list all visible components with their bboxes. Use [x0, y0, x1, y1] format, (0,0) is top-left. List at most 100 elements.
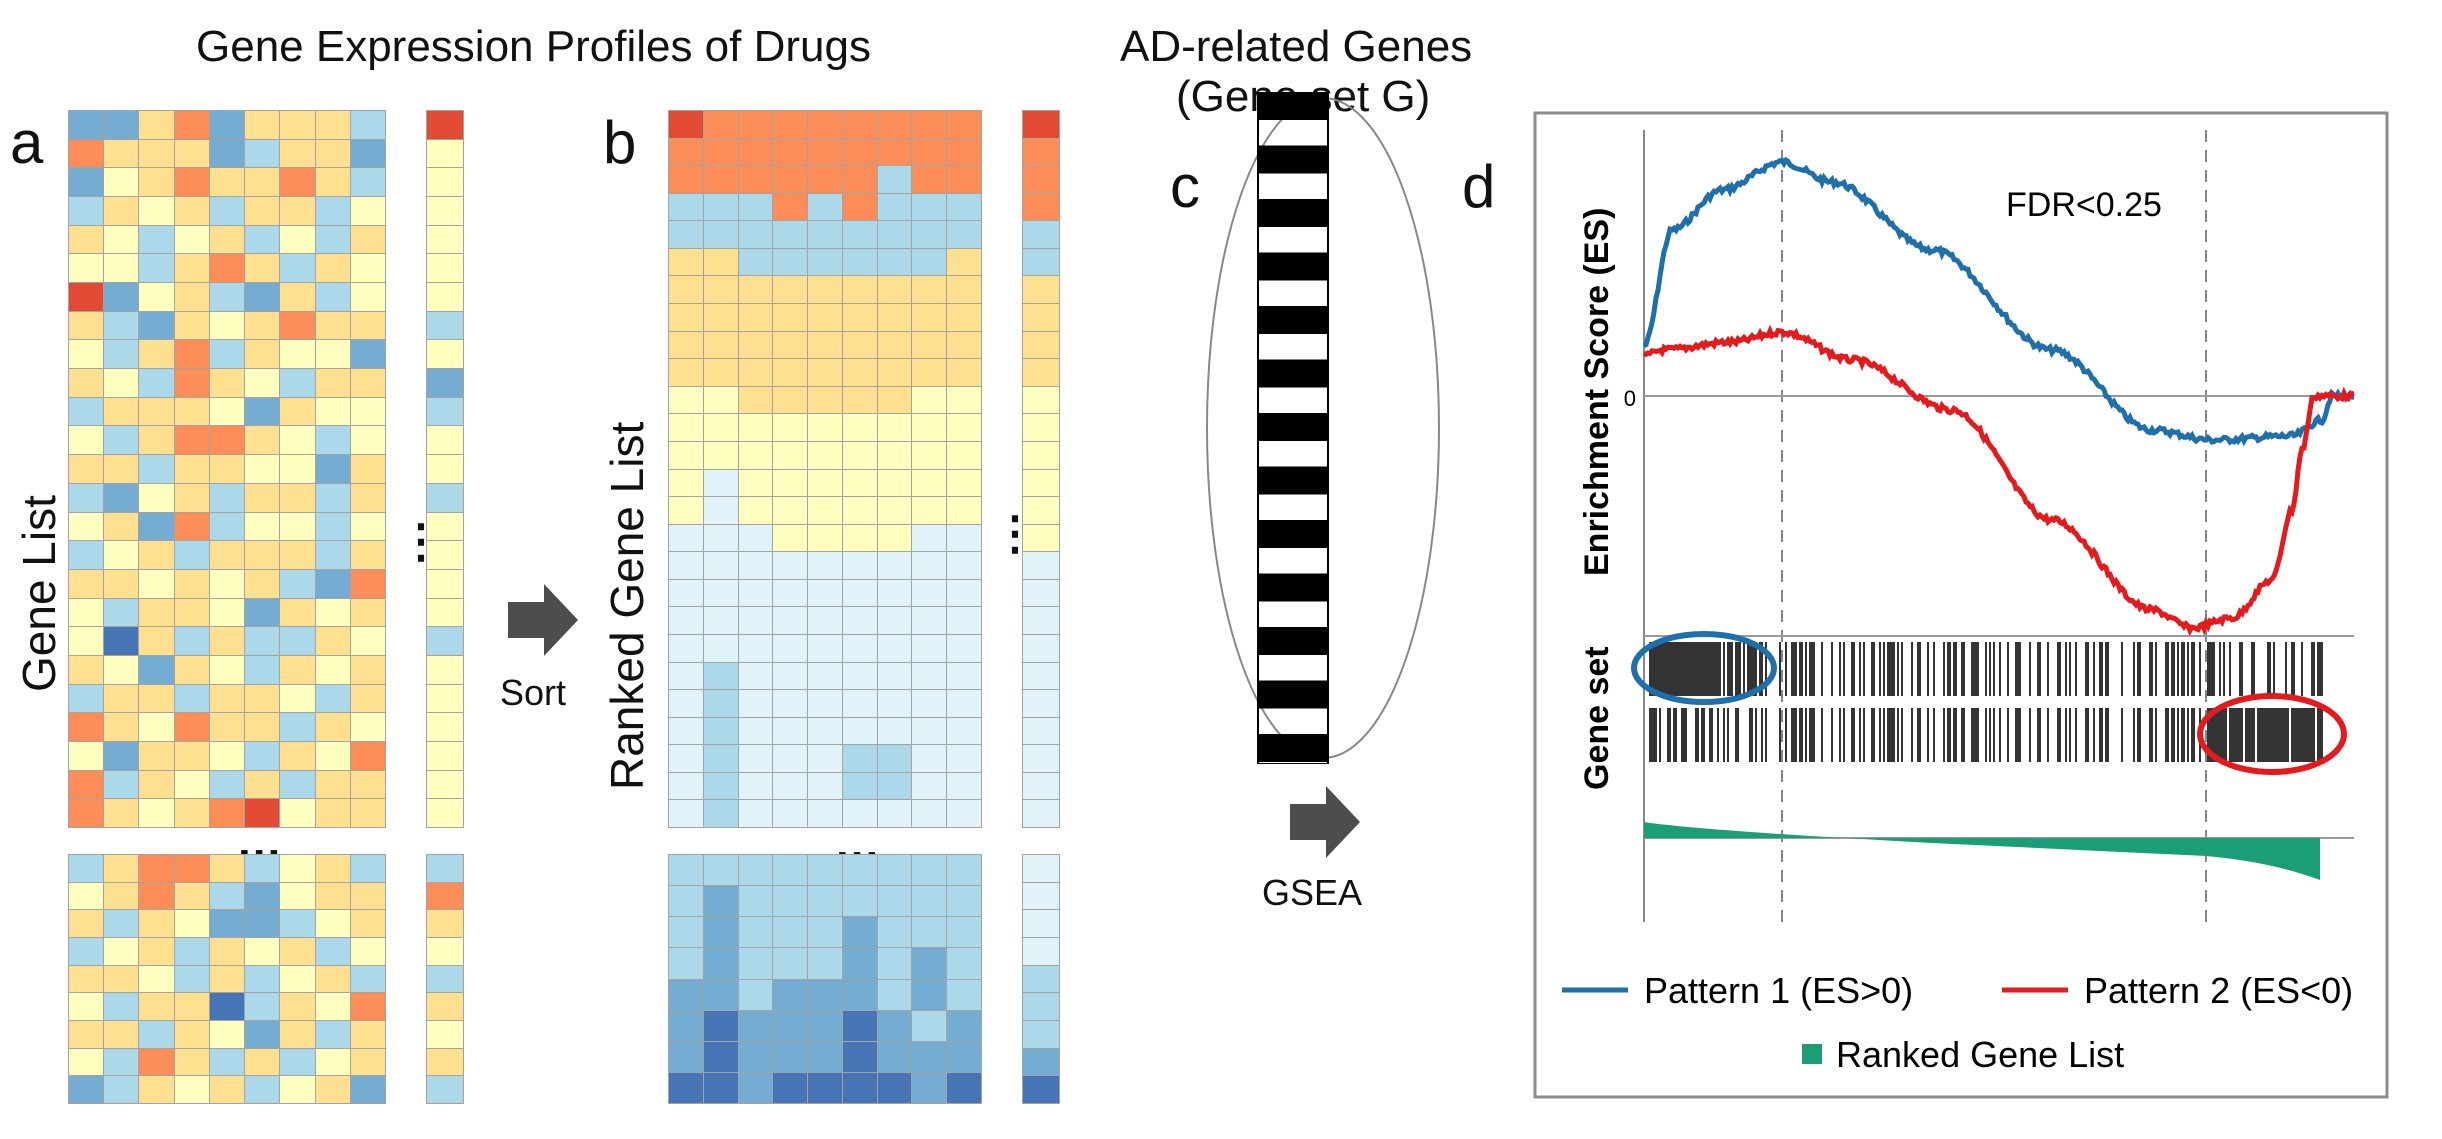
heatmap-cell — [703, 497, 738, 524]
gene-stripe — [1258, 573, 1328, 602]
heatmap-cell — [947, 469, 981, 497]
heatmap-cell — [912, 1072, 947, 1103]
heatmap-cell — [69, 1076, 104, 1103]
heatmap-cell — [669, 441, 703, 469]
panel-label-b: b — [603, 109, 637, 176]
heatmap-cell — [773, 111, 808, 138]
heatmap-cell — [427, 111, 463, 139]
heatmap-cell — [427, 855, 463, 882]
heatmap-cell — [280, 311, 315, 340]
heatmap-cell — [245, 882, 280, 910]
heatmap-cell — [280, 684, 315, 713]
heatmap-cell — [1023, 469, 1059, 497]
heatmap-cell — [245, 541, 280, 569]
heatmap-cell — [174, 1020, 209, 1048]
heatmap-cell — [315, 139, 350, 168]
heatmap-cell — [104, 455, 139, 483]
heatmap-cell — [427, 1020, 463, 1048]
heatmap-cell — [69, 770, 104, 799]
heatmap-cell — [738, 111, 773, 138]
heatmap-cell — [350, 770, 385, 799]
heatmap-cell — [703, 662, 738, 690]
heatmap-cell — [1023, 662, 1059, 690]
heatmap-cell — [245, 311, 280, 340]
heatmap-cell — [209, 168, 245, 197]
heatmap-cell — [947, 607, 981, 634]
heatmap-cell — [174, 882, 209, 910]
heatmap-cell — [703, 855, 738, 886]
heatmap-cell — [69, 455, 104, 483]
heatmap-cell — [209, 799, 245, 827]
heatmap-cell — [773, 276, 808, 304]
heatmap-cell — [174, 627, 209, 655]
heatmap-cell — [738, 800, 773, 827]
heatmap-cell — [703, 772, 738, 800]
heatmap-cell — [703, 414, 738, 441]
heatmap-cell — [315, 598, 350, 627]
heatmap-cell — [139, 741, 174, 770]
legend-pattern1-label: Pattern 1 (ES>0) — [1644, 970, 1913, 1011]
heatmap-cell — [139, 855, 174, 882]
heatmap-cell — [104, 569, 139, 598]
heatmap-cell — [139, 1076, 174, 1103]
heatmap-cell — [104, 111, 139, 139]
heatmap-cell — [174, 937, 209, 965]
heatmap-cell — [139, 311, 174, 340]
heatmap-a-column-ellipsis: ⋮ — [398, 515, 444, 567]
heatmap-cell — [669, 193, 703, 221]
heatmap-cell — [877, 772, 912, 800]
heatmap-cell — [808, 855, 842, 886]
heatmap-cell — [280, 1020, 315, 1048]
heatmap-cell — [315, 455, 350, 483]
heatmap-cell — [174, 910, 209, 937]
heatmap-cell — [1023, 937, 1059, 965]
enrichment-score-label: Enrichment Score (ES) — [1578, 208, 1616, 576]
heatmap-cell — [139, 197, 174, 225]
heatmap-cell — [808, 304, 842, 331]
heatmap-cell — [427, 225, 463, 254]
heatmap-cell — [209, 713, 245, 741]
heatmap-cell — [773, 917, 808, 948]
heatmap-cell — [842, 111, 877, 138]
heatmap-cell — [139, 254, 174, 283]
heatmap-cell — [738, 441, 773, 469]
heatmap-cell — [947, 221, 981, 248]
heatmap-cell — [773, 331, 808, 359]
heatmap-cell — [104, 311, 139, 340]
heatmap-cell — [427, 1076, 463, 1103]
heatmap-cell — [773, 248, 808, 276]
heatmap-cell — [912, 138, 947, 166]
heatmap-cell — [808, 469, 842, 497]
heatmap-cell — [104, 1076, 139, 1103]
heatmap-cell — [315, 512, 350, 541]
heatmap-cell — [280, 426, 315, 455]
heatmap-cell — [842, 524, 877, 552]
heatmap-cell — [877, 304, 912, 331]
heatmap-cell — [703, 276, 738, 304]
heatmap-cell — [350, 168, 385, 197]
gsea-plot: 0 Enrichment Score (ES) Gene set FDR<0.2… — [1533, 111, 2389, 1099]
heatmap-cell — [350, 627, 385, 655]
heatmap-cell — [842, 579, 877, 607]
heatmap-cell — [139, 483, 174, 512]
heatmap-cell — [245, 340, 280, 369]
heatmap-cell — [209, 598, 245, 627]
heatmap-cell — [427, 598, 463, 627]
heatmap-cell — [139, 1020, 174, 1048]
heatmap-cell — [842, 948, 877, 979]
heatmap-cell — [209, 684, 245, 713]
heatmap-cell — [174, 541, 209, 569]
heatmap-cell — [669, 386, 703, 414]
heatmap-cell — [877, 497, 912, 524]
heatmap-cell — [703, 690, 738, 717]
heatmap-cell — [350, 937, 385, 965]
heatmap-cell — [139, 369, 174, 397]
heatmap-cell — [773, 414, 808, 441]
heatmap-cell — [912, 607, 947, 634]
gene-stripe — [1258, 413, 1328, 441]
heatmap-cell — [280, 855, 315, 882]
heatmap-cell — [209, 541, 245, 569]
heatmap-cell — [174, 1048, 209, 1076]
heatmap-cell — [703, 800, 738, 827]
heatmap-cell — [174, 283, 209, 311]
